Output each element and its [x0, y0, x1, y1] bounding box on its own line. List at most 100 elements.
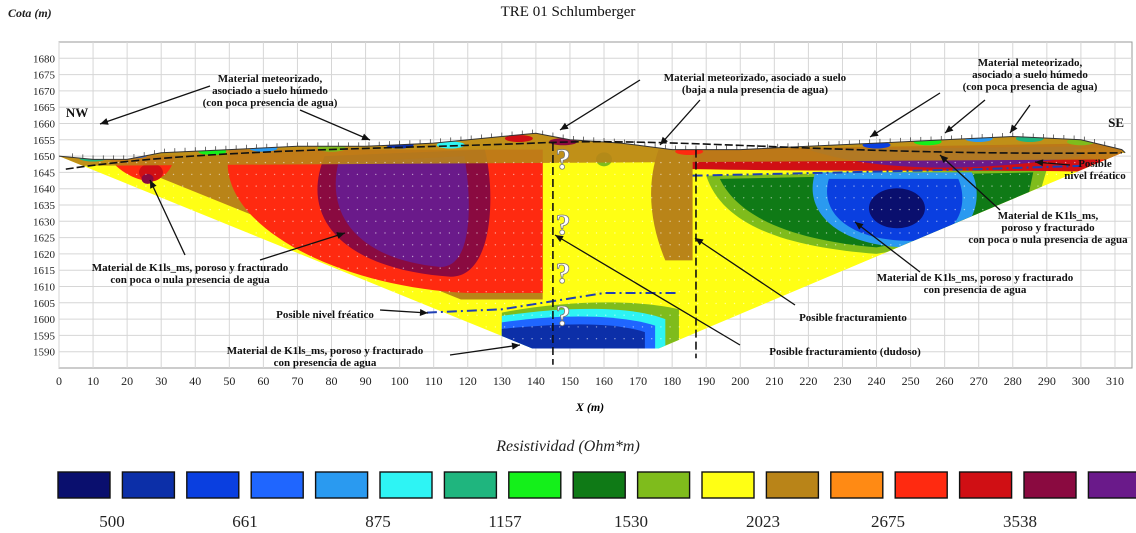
measure-point [724, 267, 726, 269]
measure-point [789, 279, 791, 281]
measure-point [614, 302, 616, 305]
measure-point [761, 161, 763, 164]
measure-point [614, 244, 616, 246]
measure-point [411, 220, 414, 222]
measure-point [356, 197, 359, 199]
measure-point [182, 161, 184, 164]
measure-point [890, 220, 892, 222]
measure-point [485, 232, 487, 234]
measure-point [972, 208, 975, 211]
measure-point [586, 197, 588, 199]
measure-point [798, 220, 800, 222]
measure-point [798, 161, 800, 164]
legend-swatch [186, 471, 240, 499]
measure-point [338, 220, 340, 222]
measure-point [678, 173, 680, 176]
measure-point [963, 173, 966, 176]
measure-point [632, 267, 634, 269]
measure-point [1009, 161, 1012, 164]
measure-point [310, 161, 313, 164]
measure-point [595, 232, 598, 234]
measure-point [1092, 161, 1094, 164]
measure-point [430, 208, 432, 211]
measure-point [632, 173, 634, 176]
measure-point [669, 185, 671, 187]
measure-point [356, 185, 359, 187]
measure-point [595, 314, 598, 316]
measure-point [595, 220, 598, 222]
measure-point [319, 173, 322, 176]
measure-point [467, 173, 469, 176]
measure-point [954, 161, 956, 164]
measure-point [789, 291, 791, 293]
measure-point [227, 197, 230, 199]
measure-point [476, 302, 478, 305]
measure-point [945, 197, 947, 199]
annotation-arrow [939, 154, 1001, 211]
legend-swatch [443, 471, 498, 499]
measure-point [393, 220, 395, 222]
measure-point [660, 197, 662, 199]
measure-point [485, 326, 487, 328]
measure-point [917, 220, 920, 222]
measure-point [697, 267, 699, 269]
annotation-arrowhead [945, 125, 954, 133]
measure-point [908, 197, 910, 199]
measure-point [706, 161, 708, 164]
measure-point [568, 197, 570, 199]
measure-point [402, 232, 405, 234]
measure-point [743, 302, 745, 305]
measure-point [595, 326, 598, 328]
measure-point [917, 185, 920, 187]
measure-point [448, 220, 451, 222]
measure-point [522, 279, 524, 281]
measure-point [798, 232, 800, 234]
measure-point [375, 267, 377, 269]
measure-point [586, 173, 588, 176]
measure-point [273, 197, 276, 199]
measure-point [972, 197, 975, 199]
measure-point [834, 197, 837, 199]
measure-point [393, 255, 395, 258]
measure-point [761, 220, 763, 222]
measure-point [834, 185, 837, 187]
measure-point [651, 173, 653, 176]
measure-point [200, 185, 202, 187]
measure-point [669, 255, 671, 258]
measure-point [678, 232, 680, 234]
measure-point [531, 279, 533, 281]
measure-point [733, 197, 736, 199]
measure-point [770, 161, 772, 164]
annotation-arrowhead [100, 118, 109, 125]
measure-point [982, 161, 984, 164]
measure-point [669, 314, 671, 316]
measure-point [393, 197, 395, 199]
measure-point [522, 197, 524, 199]
measure-point [825, 244, 828, 246]
measure-point [292, 173, 294, 176]
measure-point [752, 232, 754, 234]
measure-point [605, 244, 607, 246]
measure-point [871, 232, 874, 234]
measure-point [448, 291, 451, 293]
measure-point [503, 279, 506, 281]
annotation-arrowhead [361, 133, 370, 141]
measure-point [614, 314, 616, 316]
measure-point [476, 314, 478, 316]
annotation-line: (baja a nula presencia de agua) [681, 84, 829, 96]
measure-point [292, 197, 294, 199]
measure-point [577, 255, 579, 258]
measure-point [310, 208, 313, 211]
measure-point [494, 232, 497, 234]
measure-point [430, 197, 432, 199]
measure-point [283, 161, 285, 164]
measure-point [375, 161, 377, 164]
measure-point [770, 267, 772, 269]
measure-point [733, 314, 736, 316]
measure-point [779, 255, 782, 258]
x-tick-label: 190 [697, 374, 715, 388]
x-tick-label: 200 [731, 374, 749, 388]
measure-point [540, 161, 542, 164]
measure-point [365, 255, 368, 258]
measure-point [605, 326, 607, 328]
